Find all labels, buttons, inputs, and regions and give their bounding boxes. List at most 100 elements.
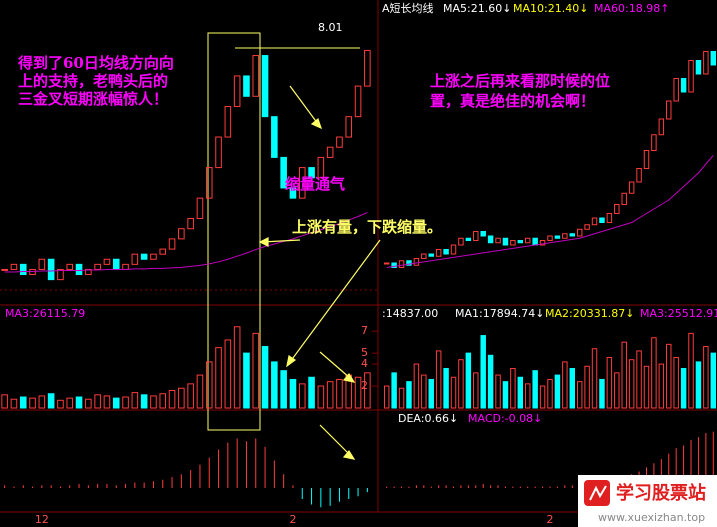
candle: [187, 218, 194, 230]
volume-bar: [703, 346, 709, 409]
volume-bar: [680, 367, 687, 409]
candle: [710, 51, 717, 66]
arrows: [258, 85, 381, 460]
volume-bar: [673, 357, 679, 409]
volume-bar: [205, 361, 213, 409]
volume-bar: [66, 397, 74, 409]
volume-bar: [554, 374, 561, 409]
volume-bar: [1, 394, 8, 409]
volume-bar: [666, 343, 672, 409]
volume-bar: [428, 378, 434, 409]
volume-bar: [122, 396, 129, 409]
candle: [554, 235, 561, 239]
volume-bar: [354, 376, 362, 409]
volume-bar: [289, 378, 297, 409]
volume-label: :14837.00: [382, 307, 438, 320]
candle: [140, 253, 148, 260]
candle: [38, 258, 46, 270]
candle: [168, 238, 176, 250]
volume-bar: [391, 372, 397, 409]
candle: [215, 136, 222, 169]
volume-bar: [215, 347, 222, 409]
annotation: 缩量通气: [285, 175, 345, 193]
candle: [651, 134, 657, 151]
candle: [252, 55, 260, 97]
volume-bar: [473, 372, 479, 409]
volume-label: MA2:20331.87↓: [545, 307, 634, 320]
volume-bar: [688, 332, 694, 409]
candle: [643, 150, 650, 169]
candle: [326, 146, 334, 158]
x-tick-label: 2: [289, 513, 296, 526]
volume-bar: [326, 381, 334, 409]
volume-bar: [406, 381, 412, 409]
watermark: 学习股票站 www.xuexizhan.top: [578, 475, 717, 527]
x-tick-label: 2: [547, 513, 554, 526]
volume-bar: [85, 398, 92, 409]
candle: [487, 235, 494, 244]
volume-bar: [606, 357, 613, 409]
candle: [159, 248, 167, 255]
volume-bar: [38, 395, 46, 409]
watermark-url: www.xuexizhan.top: [598, 511, 705, 524]
ma5-label: MA5:21.60↓: [443, 2, 511, 15]
volume-bar: [458, 359, 464, 409]
volume-bar: [584, 365, 590, 409]
volume-bar: [621, 341, 627, 409]
volume-bar: [525, 383, 531, 409]
volume-bar: [576, 381, 583, 409]
volume-bar: [196, 374, 204, 409]
candle: [308, 167, 315, 179]
volume-bar: [159, 393, 167, 409]
candle: [443, 249, 449, 255]
volume-bar: [252, 332, 260, 409]
volume-bar: [47, 393, 55, 409]
volume-bar: [480, 335, 486, 409]
candle: [525, 237, 531, 244]
candle: [398, 260, 405, 268]
volume-bar: [569, 367, 575, 409]
volume-bar: [532, 370, 538, 409]
volume-bar: [280, 370, 287, 409]
volume-bar: [29, 397, 36, 409]
high-label: 8.01: [318, 21, 343, 34]
highlight-box: [207, 32, 261, 431]
volume-bar: [178, 387, 185, 409]
volume-bar: [614, 372, 620, 409]
volume-bar: [450, 376, 457, 409]
volume-bar: [150, 395, 157, 409]
volume-label: MA1:17894.74↓: [455, 307, 544, 320]
ma60-line: [386, 155, 714, 268]
candle: [458, 237, 464, 246]
candle: [688, 60, 694, 93]
candle: [547, 235, 553, 241]
volume-bar: [19, 396, 27, 409]
candle: [628, 181, 635, 194]
annotation: 上的支持，老鸭头后的: [18, 72, 168, 90]
volume-bar: [112, 397, 120, 409]
volume-bar: [636, 350, 642, 409]
volume-bar: [271, 361, 278, 409]
candle: [666, 100, 672, 120]
volume-bar: [510, 367, 516, 409]
candle: [435, 249, 442, 257]
y-tick-label: 5: [361, 346, 368, 359]
volume-bar: [487, 354, 494, 409]
candle: [19, 263, 27, 276]
candle: [539, 240, 546, 246]
candle: [29, 268, 36, 276]
volume-bar: [517, 376, 524, 409]
candle: [178, 228, 185, 240]
candle: [383, 262, 390, 265]
volume-bar: [140, 394, 148, 409]
candle: [591, 217, 598, 226]
annotation: 上涨之后再来看那时候的位: [430, 72, 610, 90]
candle: [532, 237, 538, 246]
candle: [569, 233, 575, 237]
volume-bar: [75, 396, 83, 409]
ma10-label: MA10:21.40↓: [513, 2, 588, 15]
candle: [131, 253, 139, 265]
y-tick-label: 2: [361, 379, 368, 392]
candle: [103, 258, 111, 265]
candle: [465, 237, 472, 241]
